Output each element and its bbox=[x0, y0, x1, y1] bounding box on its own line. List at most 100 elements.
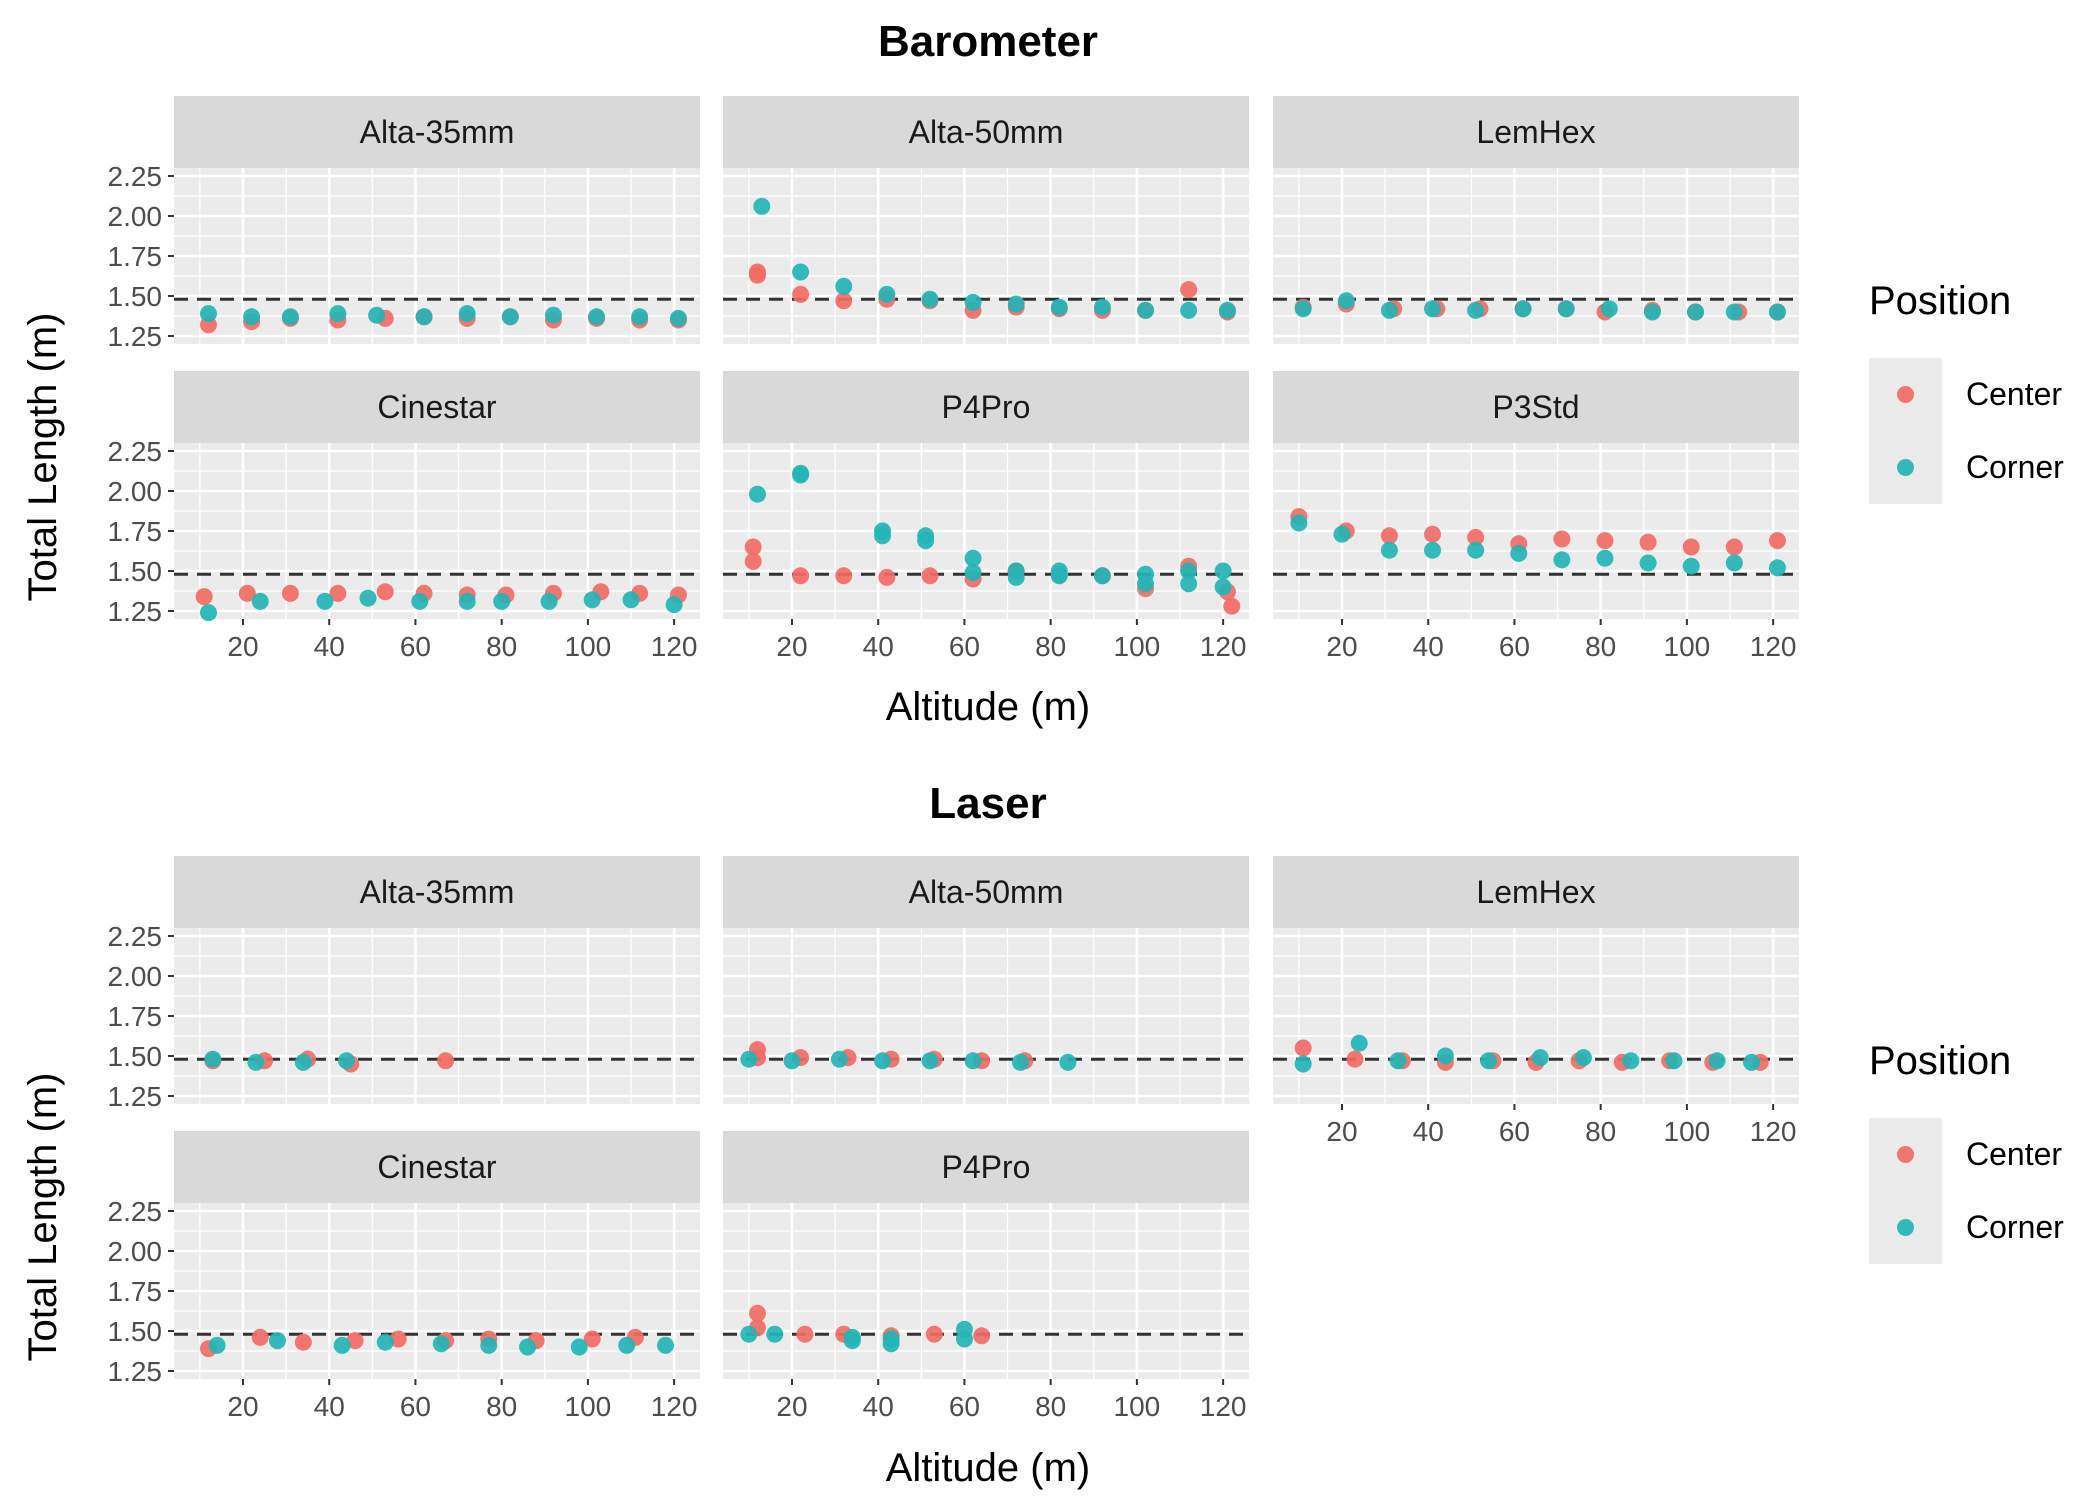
x-tick-label: 60 bbox=[400, 1391, 431, 1422]
data-point-center bbox=[878, 568, 896, 586]
data-point-center bbox=[1553, 530, 1571, 548]
data-point-corner bbox=[917, 532, 935, 550]
legend-key-point bbox=[1897, 1219, 1914, 1236]
data-point-corner bbox=[1531, 1049, 1549, 1067]
facet-strip bbox=[723, 96, 1249, 168]
data-point-corner bbox=[1643, 303, 1661, 321]
data-point-corner bbox=[368, 306, 386, 324]
x-tick-label: 120 bbox=[1200, 1391, 1247, 1422]
data-point-center bbox=[1424, 525, 1442, 543]
data-point-corner bbox=[415, 308, 433, 326]
x-tick-label: 20 bbox=[1326, 1116, 1357, 1147]
x-tick-label: 80 bbox=[1035, 1391, 1066, 1422]
facet-strip bbox=[174, 96, 700, 168]
data-point-corner bbox=[251, 592, 269, 610]
data-point-corner bbox=[1180, 301, 1198, 319]
facet-strip-label: LemHex bbox=[1476, 114, 1595, 150]
x-tick-label: 20 bbox=[1326, 631, 1357, 662]
data-point-center bbox=[329, 584, 347, 602]
data-point-corner bbox=[1514, 300, 1532, 318]
data-point-center bbox=[346, 1332, 364, 1350]
data-point-center bbox=[376, 583, 394, 601]
data-point-corner bbox=[835, 277, 853, 295]
facet-panel: P3Std 20 40 60 80 100 120 bbox=[1273, 371, 1799, 662]
x-tick-label: 40 bbox=[863, 1391, 894, 1422]
data-point-corner bbox=[1059, 1053, 1077, 1071]
data-point-corner bbox=[665, 596, 683, 614]
y-tick-label: 2.25 bbox=[108, 921, 163, 952]
legend-key-point bbox=[1897, 386, 1914, 403]
data-point-corner bbox=[1350, 1034, 1368, 1052]
y-axis-title: Total Length (m) bbox=[21, 312, 65, 601]
laser-title: Laser bbox=[929, 779, 1046, 828]
data-point-corner bbox=[1007, 568, 1025, 586]
data-point-corner bbox=[1424, 541, 1442, 559]
data-point-center bbox=[921, 567, 939, 585]
legend: Position Center Corner bbox=[1869, 1039, 2064, 1264]
data-point-corner bbox=[830, 1050, 848, 1068]
data-point-corner bbox=[540, 592, 558, 610]
y-tick-label: 2.25 bbox=[108, 1196, 163, 1227]
facet-strip bbox=[723, 856, 1249, 928]
data-point-corner bbox=[1725, 303, 1743, 321]
data-point-corner bbox=[921, 1052, 939, 1070]
data-point-corner bbox=[843, 1332, 861, 1350]
y-tick-label: 1.25 bbox=[108, 596, 163, 627]
data-point-corner bbox=[588, 308, 606, 326]
y-tick-label: 1.25 bbox=[108, 1356, 163, 1387]
data-point-corner bbox=[1333, 525, 1351, 543]
data-point-corner bbox=[1290, 514, 1308, 532]
data-point-corner bbox=[359, 589, 377, 607]
data-point-center bbox=[744, 538, 762, 556]
legend-label: Center bbox=[1966, 376, 2062, 412]
data-point-center bbox=[1768, 532, 1786, 550]
panels-layer: Alta-35mm 1.25 1.50 1.75 2.00 2.25 Alta-50mm Le… bbox=[21, 96, 1799, 1490]
data-point-corner bbox=[1093, 298, 1111, 316]
data-point-corner bbox=[1436, 1047, 1454, 1065]
x-tick-label: 100 bbox=[1664, 631, 1711, 662]
data-point-center bbox=[251, 1328, 269, 1346]
x-tick-label: 120 bbox=[1750, 631, 1797, 662]
data-point-corner bbox=[411, 592, 429, 610]
legend-key-point bbox=[1897, 1146, 1914, 1163]
data-point-corner bbox=[669, 309, 687, 327]
facet-panel: Alta-50mm bbox=[723, 96, 1249, 344]
data-point-corner bbox=[1214, 562, 1232, 580]
facet-strip bbox=[174, 856, 700, 928]
facet-strip bbox=[1273, 371, 1799, 443]
data-point-corner bbox=[657, 1336, 675, 1354]
data-point-center bbox=[195, 588, 213, 606]
data-point-corner bbox=[1725, 554, 1743, 572]
x-tick-label: 60 bbox=[949, 1391, 980, 1422]
facet-panel: Alta-35mm 1.25 1.50 1.75 2.00 2.25 bbox=[108, 856, 700, 1112]
legend-label: Center bbox=[1966, 1136, 2062, 1172]
data-point-center bbox=[1639, 533, 1657, 551]
data-point-corner bbox=[1467, 541, 1485, 559]
legend: Position Center Corner bbox=[1869, 279, 2064, 504]
data-point-corner bbox=[1687, 303, 1705, 321]
data-point-corner bbox=[1600, 300, 1618, 318]
facet-strip-label: Alta-35mm bbox=[360, 874, 515, 910]
facet-strip bbox=[723, 1131, 1249, 1203]
data-point-corner bbox=[955, 1330, 973, 1348]
data-point-corner bbox=[874, 1052, 892, 1070]
data-point-corner bbox=[501, 308, 519, 326]
data-point-corner bbox=[199, 604, 217, 622]
data-point-corner bbox=[1743, 1053, 1761, 1071]
y-tick-label: 1.75 bbox=[108, 1001, 163, 1032]
data-point-corner bbox=[316, 592, 334, 610]
data-point-corner bbox=[480, 1336, 498, 1354]
data-point-corner bbox=[281, 308, 299, 326]
y-tick-label: 1.50 bbox=[108, 556, 163, 587]
data-point-center bbox=[238, 584, 256, 602]
y-tick-label: 1.75 bbox=[108, 1276, 163, 1307]
data-point-center bbox=[925, 1325, 943, 1343]
facet-panel: Alta-50mm bbox=[723, 856, 1249, 1104]
data-point-corner bbox=[329, 305, 347, 323]
x-tick-label: 80 bbox=[1585, 1116, 1616, 1147]
x-tick-label: 80 bbox=[486, 631, 517, 662]
data-point-corner bbox=[1424, 300, 1442, 318]
data-point-center bbox=[583, 1330, 601, 1348]
data-point-center bbox=[835, 292, 853, 310]
x-tick-label: 20 bbox=[776, 1391, 807, 1422]
